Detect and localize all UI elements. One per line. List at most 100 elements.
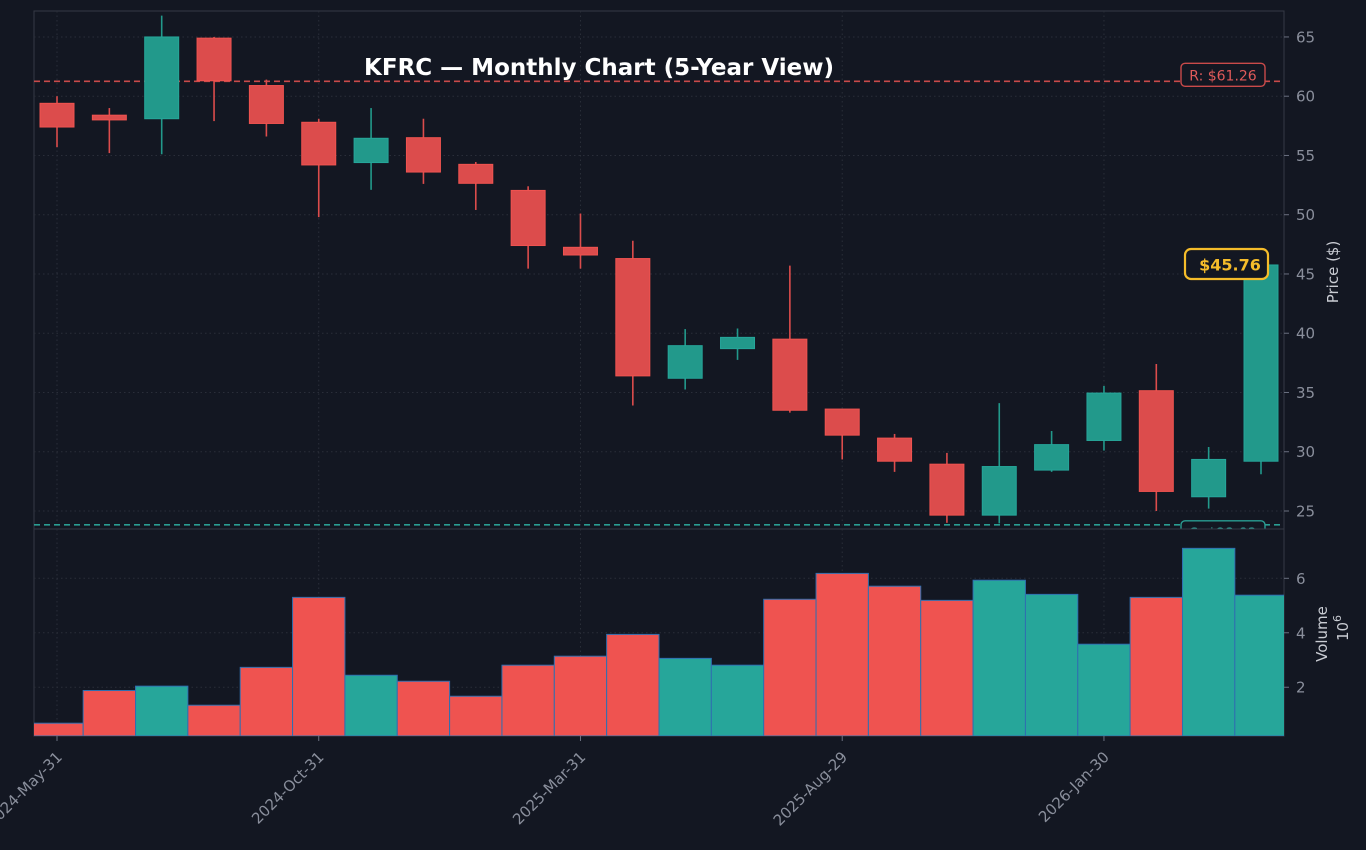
candle: [405, 118, 441, 184]
x-tick-label: 2025-Mar-31: [509, 748, 589, 828]
resistance-label-box: [1180, 62, 1266, 87]
candle: [929, 452, 965, 523]
volume-bar: [82, 690, 137, 736]
volume-bars: [34, 547, 1284, 736]
volume-bar: [1234, 594, 1284, 736]
volume-bar: [710, 664, 765, 736]
x-tick-label: 2024-May-31: [0, 748, 66, 831]
candle: [91, 108, 127, 154]
support-label-box: [1180, 520, 1266, 529]
x-axis: 2024-May-31 2024-Oct-31 2025-Mar-31 2025-Au…: [0, 736, 1113, 831]
candle: [353, 108, 389, 190]
price-tick-label: 45: [1296, 265, 1315, 283]
candle-body: [1086, 392, 1122, 441]
volume-bar: [606, 633, 660, 736]
candle-body: [1138, 390, 1174, 492]
candle: [1086, 385, 1122, 451]
candle: [981, 403, 1017, 524]
candle: [1191, 446, 1227, 509]
volume-bar: [1077, 643, 1131, 736]
support-label-text: S: $23.83: [1189, 526, 1256, 542]
price-gridlines: [34, 11, 1284, 529]
candle: [510, 186, 546, 269]
candle-body: [458, 163, 494, 184]
candle: [144, 15, 180, 155]
price-tick-label: 50: [1296, 206, 1315, 224]
candle: [720, 328, 756, 360]
candle-body: [301, 121, 337, 166]
candle-body: [144, 36, 180, 120]
support-label: S: $23.83: [1180, 520, 1266, 542]
resistance-label-text: R: $61.26: [1189, 68, 1257, 84]
candle: [667, 329, 703, 390]
last-price-label: $45.76: [1183, 247, 1270, 281]
price-tick-label: 55: [1296, 147, 1315, 165]
candle-body: [1243, 264, 1279, 462]
x-tick-label: 2026-Jan-30: [1035, 748, 1113, 826]
support-resistance-lines: [34, 80, 1284, 526]
volume-bar: [135, 685, 189, 736]
candle: [562, 213, 598, 269]
price-annotations: R: $61.26 S: $23.83 $45.76: [1180, 62, 1270, 542]
candle-body: [824, 408, 860, 436]
last-price-box: [1183, 247, 1270, 281]
candle-body: [720, 336, 756, 350]
candle: [772, 265, 808, 413]
volume-bar: [815, 572, 869, 736]
candle: [824, 408, 860, 460]
candle-body: [562, 246, 598, 256]
candle-body: [981, 466, 1017, 516]
resistance-label: R: $61.26: [1180, 62, 1266, 87]
volume-bar: [553, 655, 608, 736]
volume-bar: [1129, 596, 1183, 736]
volume-bar: [292, 596, 346, 736]
volume-bar: [501, 664, 555, 736]
price-tick-label: 25: [1296, 502, 1315, 520]
candle-body: [1034, 444, 1070, 471]
candle: [877, 433, 913, 472]
candle: [1034, 430, 1070, 472]
x-tick-label: 2025-Aug-29: [770, 748, 851, 829]
x-tick-label: 2024-Oct-31: [248, 748, 328, 828]
candle-body: [772, 338, 808, 411]
volume-bar: [658, 657, 712, 736]
volume-bar: [396, 680, 451, 736]
volume-bar: [763, 598, 817, 736]
candle-body: [405, 137, 441, 173]
candle: [248, 79, 284, 137]
volume-axis: 2 4 6: [1284, 570, 1306, 697]
candle: [1243, 264, 1279, 475]
volume-bar: [34, 722, 84, 736]
candle-body: [248, 85, 284, 124]
candle-body: [91, 114, 127, 121]
candles: [39, 15, 1279, 524]
candle: [301, 118, 337, 218]
volume-bar: [344, 674, 398, 736]
price-tick-label: 40: [1296, 325, 1315, 343]
price-tick-label: 30: [1296, 443, 1315, 461]
volume-bar: [1181, 547, 1236, 736]
candle-body: [877, 437, 913, 462]
volume-multiplier: 106: [1331, 615, 1352, 641]
volume-axis-title: Volume: [1313, 606, 1331, 662]
volume-bar: [920, 599, 974, 736]
volume-bar: [972, 579, 1026, 736]
volume-tick-label: 4: [1296, 624, 1306, 642]
candle-body: [667, 345, 703, 379]
candle-body: [510, 189, 546, 247]
candle: [39, 96, 75, 148]
volume-panel: 2 4 6 Volume 106: [33, 528, 1352, 737]
volume-tick-label: 6: [1296, 570, 1306, 588]
price-axis: 25 30 35 40 45 50 55 60 65: [1284, 28, 1315, 520]
price-plot-area: [33, 10, 1285, 530]
candle: [1138, 364, 1174, 511]
price-panel: 25 30 35 40 45 50 55 60 65 KFRC — Monthly Chart …: [33, 10, 1342, 542]
volume-bar: [867, 585, 922, 736]
candle-body: [196, 37, 232, 82]
price-tick-label: 35: [1296, 384, 1315, 402]
price-axis-title: Price ($): [1324, 241, 1342, 304]
volume-bar: [1024, 593, 1079, 736]
price-tick-label: 65: [1296, 28, 1315, 46]
candle: [615, 240, 651, 406]
